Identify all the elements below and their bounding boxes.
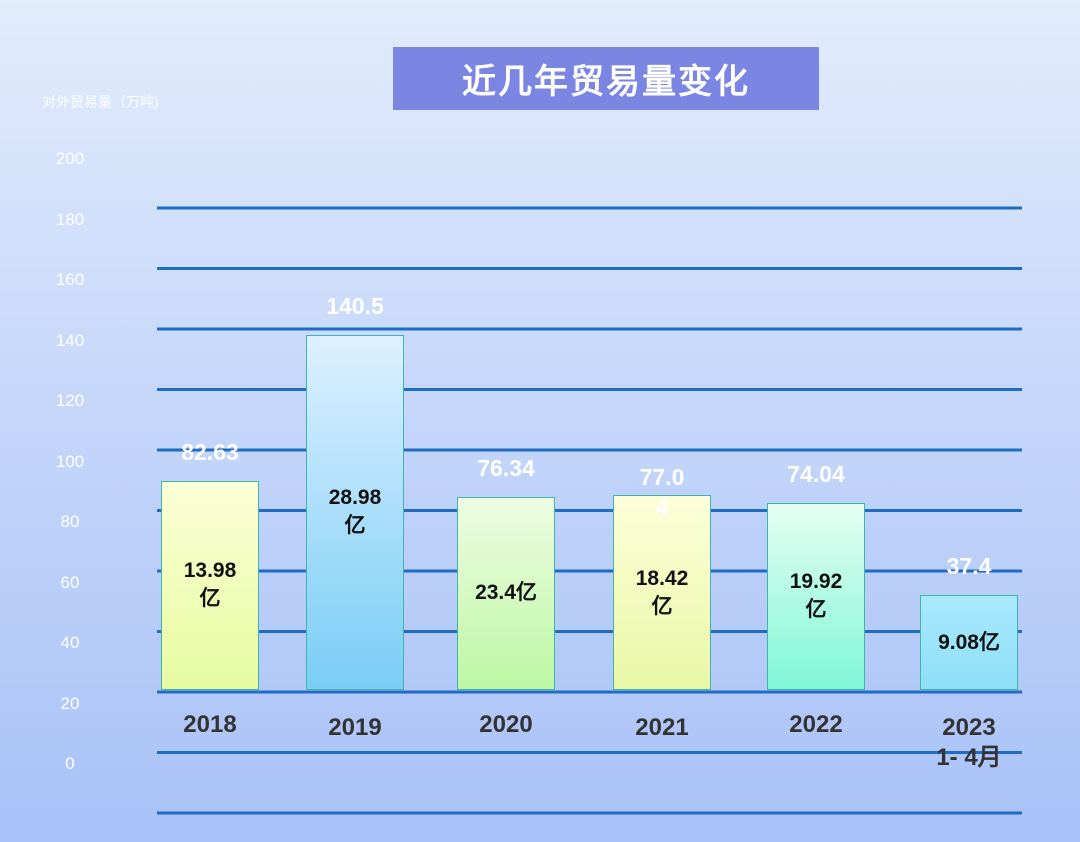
bar-inner-label-line: 9.08亿 [938,630,1000,654]
x-category-label: 2021 [602,713,722,743]
x-category-label: 2020 [446,710,566,740]
x-category-line: 2018 [183,711,237,738]
bar-inner-label-line: 亿 [344,514,366,538]
y-tick-label: 160 [55,270,85,289]
bar-inner-label-line: 亿 [805,598,827,622]
bar-inner-label: 23.4亿 [475,579,537,607]
bar-value-label: 76.34 [477,454,535,481]
bar: 13.98 亿 [161,480,259,690]
chart-title: 近几年贸易量变化 [462,63,750,101]
bar-inner-label: 13.98 亿 [184,557,237,613]
bar-value-label: 140.5 [326,292,384,319]
bar: 19.92 亿 [767,502,865,690]
bar-inner-label: 28.98 亿 [329,484,382,540]
bar-inner-label-line: 亿 [651,594,673,618]
bar-value-label: 82.63 [181,438,239,465]
y-tick-label: 100 [55,451,85,471]
bar: 18.42 亿 [613,495,711,690]
x-category-label: 2018 [150,710,270,740]
y-tick-label: 0 [65,754,75,773]
bar-value-label: 37.4 [946,553,992,580]
x-category-line: 2022 [789,711,843,738]
bar-value-label: 74.04 [787,460,845,487]
bar-inner-label-line: 23.4亿 [475,581,537,605]
x-category-label: 2022 [756,710,876,740]
bar: 28.98 亿 [306,334,404,690]
y-tick-label: 120 [55,391,85,410]
bar-inner-label-line: 19.92 [789,570,843,594]
y-tick-label: 140 [55,330,85,350]
bar-inner-label: 9.08亿 [938,629,1000,657]
x-category-label: 2019 [295,713,415,743]
y-tick-label: 80 [60,512,80,531]
x-category-label: 2023 1- 4月 [909,713,1029,773]
bar-value-label: 77.0 4 [639,464,685,521]
y-axis-label: 对外贸易量（万吨) [42,94,159,110]
x-category-line: 2023 [942,714,996,741]
x-category-line: 2019 [328,714,382,741]
bar-inner-label-line: 13.98 [183,559,237,583]
y-tick-label: 60 [60,572,80,592]
x-category-line: 1- 4月 [936,744,1002,771]
bar-inner-label: 19.92 亿 [790,568,843,624]
bar-inner-label-line: 28.98 [328,486,382,510]
y-tick-label: 40 [60,633,80,652]
y-tick-label: 20 [60,693,80,713]
chart-title-box: 近几年贸易量变化 [393,47,819,110]
bar-inner-label: 18.42 亿 [636,565,689,621]
bar: 23.4亿 [457,496,555,690]
y-tick-label: 180 [55,209,85,229]
x-category-line: 2021 [635,714,689,741]
bar-inner-label-line: 18.42 [635,566,689,590]
x-category-line: 2020 [479,711,533,738]
y-tick-label: 200 [55,149,85,168]
bar-inner-label-line: 亿 [199,587,221,611]
bar: 9.08亿 [920,595,1018,690]
